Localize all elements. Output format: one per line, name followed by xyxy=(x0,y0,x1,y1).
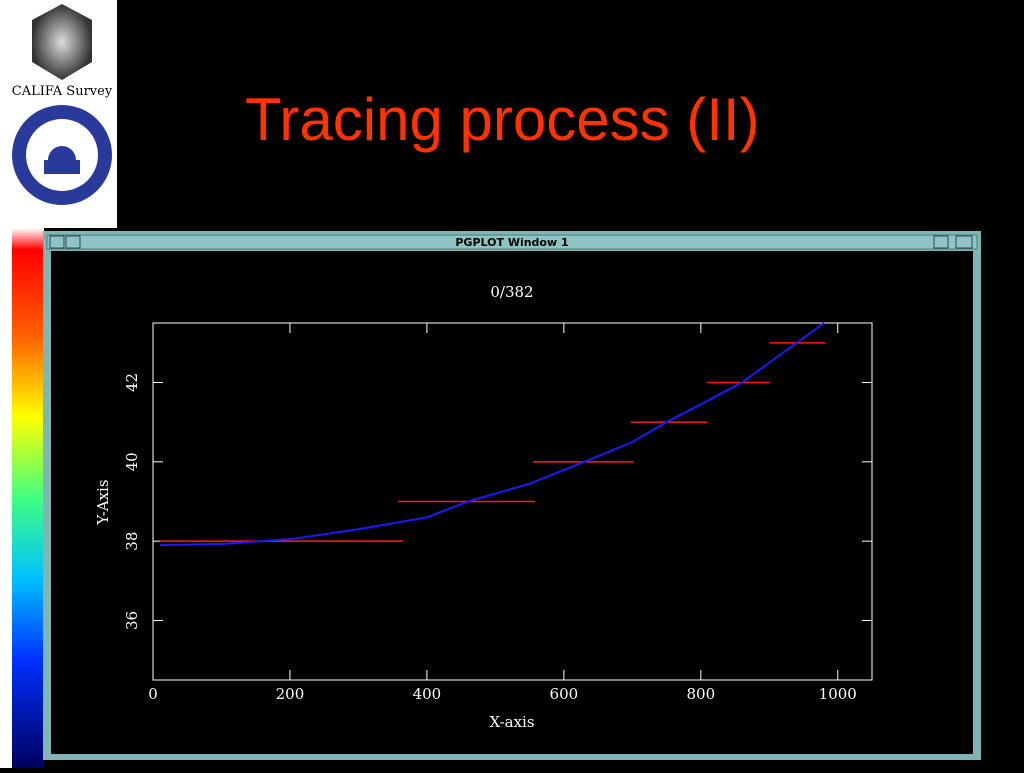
y-tick-label: 40 xyxy=(123,452,141,471)
observatory-dome xyxy=(44,146,80,174)
x-tick-label: 400 xyxy=(413,685,442,703)
window-titlebar xyxy=(46,234,978,250)
x-axis-label: X-axis xyxy=(489,713,534,731)
y-tick-label: 42 xyxy=(123,373,141,392)
chart-title: 0/382 xyxy=(490,283,533,301)
logo-text: CALIFA Survey xyxy=(12,84,113,99)
califa-logo xyxy=(32,4,92,80)
window-title: PGPLOT Window 1 xyxy=(455,236,568,249)
plot-canvas xyxy=(51,251,973,754)
y-tick-label: 38 xyxy=(123,532,141,551)
x-tick-label: 600 xyxy=(550,685,579,703)
y-axis-label: Y-Axis xyxy=(94,479,112,525)
colorbar-frame xyxy=(0,228,12,768)
x-tick-label: 1000 xyxy=(819,685,857,703)
window-button[interactable] xyxy=(65,235,81,249)
x-tick-label: 0 xyxy=(148,685,158,703)
window-button[interactable] xyxy=(49,235,65,249)
window-button[interactable] xyxy=(955,235,973,249)
fit-curve xyxy=(159,322,825,547)
colorbar xyxy=(12,228,44,768)
x-tick-label: 200 xyxy=(276,685,305,703)
slide-title: Tracing process (II) xyxy=(245,86,760,153)
plot-frame xyxy=(152,322,873,681)
window-button[interactable] xyxy=(933,235,949,249)
y-tick-label: 36 xyxy=(123,611,141,630)
x-tick-label: 800 xyxy=(686,685,715,703)
